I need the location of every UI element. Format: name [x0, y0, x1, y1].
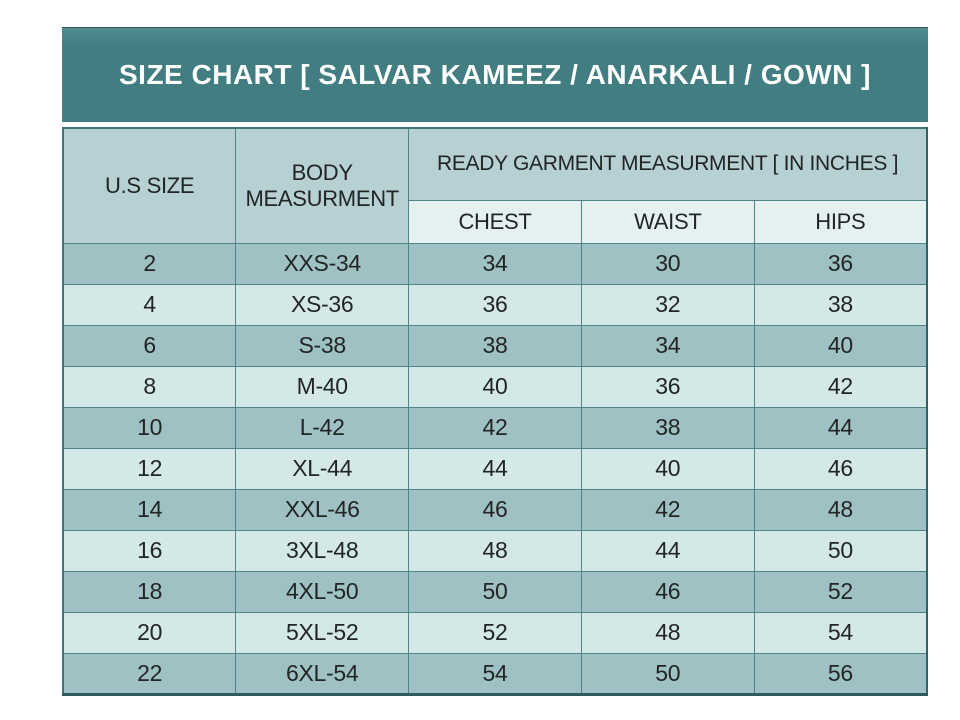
cell-waist: 46	[580, 570, 755, 613]
table-row: 16 3XL-48 48 44 50	[62, 529, 928, 572]
col-group-header-ready-garment: READY GARMENT MEASURMENT [ IN INCHES ]	[408, 127, 928, 201]
cell-waist: 32	[580, 283, 755, 326]
cell-body-size: XS-36	[235, 283, 410, 326]
cell-body-size: XXS-34	[235, 242, 410, 285]
cell-hips: 44	[753, 406, 928, 449]
table-row: 4 XS-36 36 32 38	[62, 283, 928, 326]
cell-body-size: S-38	[235, 324, 410, 367]
cell-waist: 30	[580, 242, 755, 285]
cell-us-size: 22	[62, 652, 237, 695]
cell-chest: 34	[408, 242, 582, 285]
table-row: 20 5XL-52 52 48 54	[62, 611, 928, 654]
cell-hips: 38	[753, 283, 928, 326]
cell-chest: 46	[408, 488, 582, 531]
cell-hips: 40	[753, 324, 928, 367]
cell-body-size: 3XL-48	[235, 529, 410, 572]
col-header-hips: HIPS	[753, 199, 928, 244]
table-header: U.S SIZE BODY MEASURMENT READY GARMENT M…	[62, 127, 928, 244]
cell-body-size: M-40	[235, 365, 410, 408]
table-row: 22 6XL-54 54 50 56	[62, 652, 928, 695]
header-row-top: U.S SIZE BODY MEASURMENT READY GARMENT M…	[62, 127, 928, 244]
cell-waist: 36	[580, 365, 755, 408]
cell-chest: 42	[408, 406, 582, 449]
cell-body-size: 4XL-50	[235, 570, 410, 613]
cell-waist: 34	[580, 324, 755, 367]
cell-chest: 44	[408, 447, 582, 490]
cell-chest: 40	[408, 365, 582, 408]
table-row: 14 XXL-46 46 42 48	[62, 488, 928, 531]
cell-hips: 54	[753, 611, 928, 654]
cell-us-size: 16	[62, 529, 237, 572]
cell-hips: 42	[753, 365, 928, 408]
cell-chest: 48	[408, 529, 582, 572]
cell-waist: 40	[580, 447, 755, 490]
table-row: 18 4XL-50 50 46 52	[62, 570, 928, 613]
cell-waist: 42	[580, 488, 755, 531]
cell-hips: 36	[753, 242, 928, 285]
cell-body-size: XL-44	[235, 447, 410, 490]
cell-us-size: 6	[62, 324, 237, 367]
cell-us-size: 20	[62, 611, 237, 654]
cell-chest: 50	[408, 570, 582, 613]
cell-us-size: 12	[62, 447, 237, 490]
cell-us-size: 2	[62, 242, 237, 285]
cell-waist: 38	[580, 406, 755, 449]
chart-title: SIZE CHART [ SALVAR KAMEEZ / ANARKALI / …	[119, 58, 871, 90]
cell-body-size: XXL-46	[235, 488, 410, 531]
cell-chest: 52	[408, 611, 582, 654]
cell-us-size: 18	[62, 570, 237, 613]
title-table-divider	[62, 122, 928, 127]
cell-us-size: 10	[62, 406, 237, 449]
col-header-waist: WAIST	[580, 199, 755, 244]
size-chart: SIZE CHART [ SALVAR KAMEEZ / ANARKALI / …	[62, 27, 928, 696]
size-table: U.S SIZE BODY MEASURMENT READY GARMENT M…	[62, 127, 928, 696]
cell-body-size: 5XL-52	[235, 611, 410, 654]
col-header-body-measurment: BODY MEASURMENT	[235, 127, 410, 244]
cell-chest: 36	[408, 283, 582, 326]
cell-hips: 52	[753, 570, 928, 613]
cell-hips: 50	[753, 529, 928, 572]
cell-chest: 54	[408, 652, 582, 695]
cell-us-size: 8	[62, 365, 237, 408]
cell-waist: 44	[580, 529, 755, 572]
table-row: 8 M-40 40 36 42	[62, 365, 928, 408]
cell-body-size: 6XL-54	[235, 652, 410, 695]
cell-us-size: 14	[62, 488, 237, 531]
cell-chest: 38	[408, 324, 582, 367]
col-header-chest: CHEST	[408, 199, 582, 244]
col-header-us-size: U.S SIZE	[62, 127, 237, 244]
cell-waist: 50	[580, 652, 755, 695]
cell-us-size: 4	[62, 283, 237, 326]
table-row: 12 XL-44 44 40 46	[62, 447, 928, 490]
cell-hips: 56	[753, 652, 928, 695]
table-row: 10 L-42 42 38 44	[62, 406, 928, 449]
cell-waist: 48	[580, 611, 755, 654]
header-row-sub: CHEST WAIST HIPS	[63, 199, 928, 244]
table-row: 6 S-38 38 34 40	[62, 324, 928, 367]
cell-hips: 48	[753, 488, 928, 531]
cell-body-size: L-42	[235, 406, 410, 449]
table-body: 2 XXS-34 34 30 36 4 XS-36 36 32 38 6 S-3…	[62, 242, 928, 695]
cell-hips: 46	[753, 447, 928, 490]
chart-title-bar: SIZE CHART [ SALVAR KAMEEZ / ANARKALI / …	[62, 27, 928, 122]
table-row: 2 XXS-34 34 30 36	[62, 242, 928, 285]
